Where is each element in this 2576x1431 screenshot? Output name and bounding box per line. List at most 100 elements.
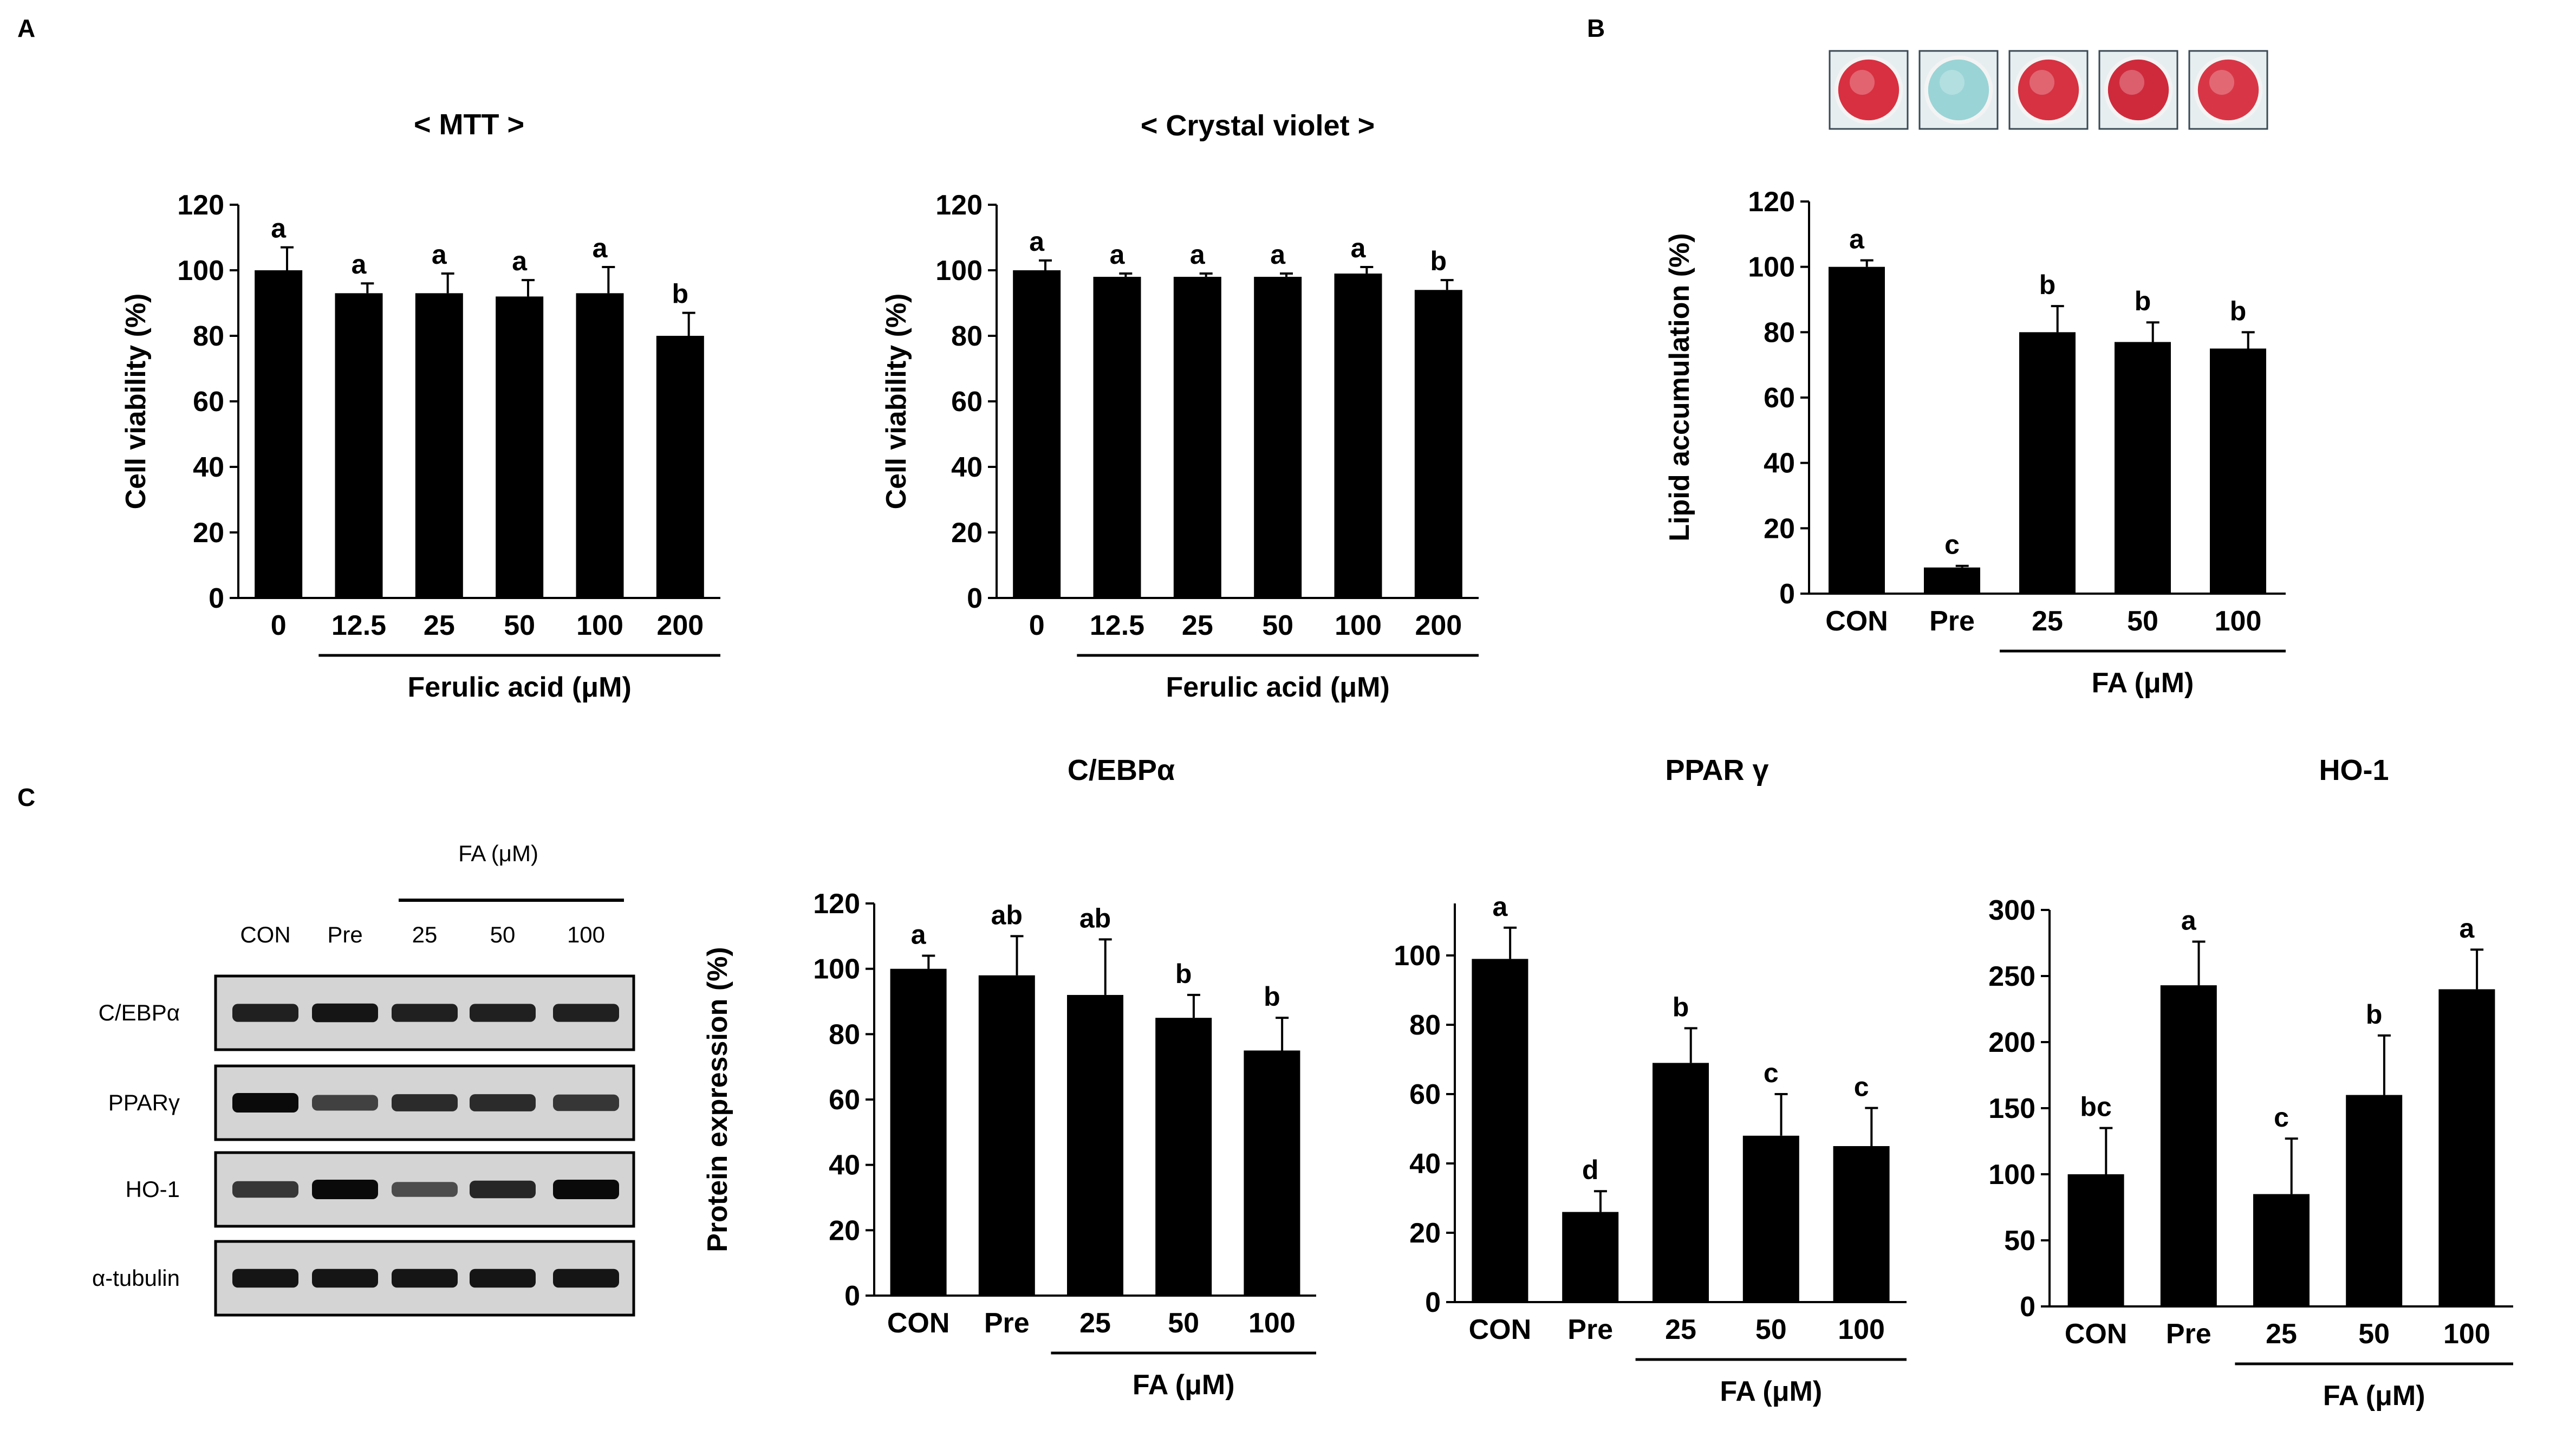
y-axis-label: Cell viability (%) [120, 294, 152, 510]
chart-ho1: HO-1 0 50 100 150 200 250 300 bc CON a Pre c 25 b 50 a 10… [1988, 754, 2513, 1412]
y-tick-label: 120 [935, 190, 983, 221]
y-tick-label: 120 [813, 888, 860, 920]
well-stain [2197, 59, 2259, 121]
y-tick-label: 20 [1764, 513, 1795, 544]
chart-ppar: PPAR γ 0 20 40 60 80 100 a CON d Pre b 25 c 50 c 100 FA (… [1394, 754, 1907, 1407]
bar-25 [2019, 332, 2076, 594]
x-tick-label: Pre [984, 1308, 1030, 1339]
x-tick-label: 25 [2266, 1318, 2297, 1350]
x-tick-label: CON [2065, 1318, 2128, 1350]
y-tick-label: 60 [193, 386, 224, 418]
x-tick-label: 12.5 [1090, 610, 1144, 641]
x-axis-label: FA (μM) [1720, 1376, 1822, 1407]
significance-letter: a [1190, 239, 1206, 270]
blot-band [392, 1094, 458, 1111]
well-stain [2018, 59, 2079, 121]
x-tick-label: 0 [271, 610, 287, 641]
significance-letter: c [2274, 1102, 2289, 1133]
well-image-100 [2188, 50, 2268, 130]
blot-band [312, 1180, 378, 1199]
x-axis-label: FA (μM) [2323, 1380, 2425, 1412]
bar-100 [1833, 1146, 1890, 1302]
significance-letter: a [593, 233, 608, 263]
y-tick-label: 80 [829, 1019, 860, 1050]
well-image-CON [1829, 50, 1909, 130]
blot-band [312, 1269, 378, 1288]
blot-row-label: PPARγ [108, 1090, 180, 1115]
y-tick-label: 100 [177, 255, 224, 287]
blot-row-label: HO-1 [126, 1176, 180, 1202]
x-tick-label: 200 [656, 610, 704, 641]
bar-50 [1254, 277, 1302, 599]
x-tick-label: 200 [1415, 610, 1462, 641]
significance-letter: ab [1079, 903, 1111, 933]
bar-100 [576, 293, 624, 598]
blot-band [232, 1004, 298, 1022]
well-highlight [1849, 69, 1875, 95]
panel-label-b: B [1587, 14, 1605, 42]
x-tick-label: 25 [1079, 1308, 1111, 1339]
x-axis-label: FA (μM) [2092, 667, 2194, 699]
blot-band [392, 1182, 458, 1197]
y-tick-label: 0 [967, 583, 983, 614]
blot-band [232, 1181, 298, 1198]
blot-band [553, 1004, 619, 1022]
bar-50 [1742, 1135, 1799, 1302]
blot-row-3: α-tubulin [92, 1240, 635, 1317]
bar-200 [656, 336, 704, 598]
significance-letter: b [2135, 286, 2151, 316]
bar-50 [2346, 1095, 2403, 1306]
chart-mtt: < MTT > 0 20 40 60 80 100 120 Cell viability (%)… [120, 108, 720, 703]
x-tick-label: 100 [1335, 610, 1382, 641]
well-image-50 [2098, 50, 2178, 130]
well-stain [2107, 59, 2169, 121]
bar-0 [1013, 270, 1061, 598]
bar-50 [496, 296, 544, 598]
x-tick-label: 50 [1755, 1314, 1787, 1345]
blot-row-1: PPARγ [108, 1064, 635, 1141]
y-tick-label: 100 [935, 255, 983, 287]
blot-group-label: FA (μM) [458, 841, 538, 866]
well-image-25 [2008, 50, 2089, 130]
significance-letter: bc [2080, 1092, 2111, 1122]
bar-CON [890, 968, 947, 1296]
significance-letter: a [512, 246, 528, 276]
y-tick-label: 0 [844, 1280, 860, 1312]
x-tick-label: 50 [504, 610, 535, 641]
x-tick-label: 25 [424, 610, 455, 641]
significance-letter: b [2039, 270, 2056, 300]
chart-title: < MTT > [414, 108, 524, 141]
blot-band [470, 1004, 536, 1022]
blot-lane-label: CON [240, 922, 290, 947]
bar-25 [1067, 994, 1123, 1296]
significance-letter: a [352, 249, 367, 279]
significance-letter: c [1764, 1058, 1779, 1088]
blot-band [392, 1269, 458, 1288]
y-tick-label: 80 [1764, 317, 1795, 348]
y-axis-label: Lipid accumulation (%) [1664, 233, 1695, 541]
x-tick-label: 100 [2443, 1318, 2490, 1350]
y-tick-label: 250 [1988, 961, 2035, 992]
significance-letter: b [2230, 296, 2247, 326]
y-tick-label: 100 [1988, 1159, 2035, 1191]
x-tick-label: 50 [2358, 1318, 2390, 1350]
chart-lipid: 0 20 40 60 80 100 120 Lipid accumulation (%) a CO… [1664, 186, 2286, 699]
blot-band [232, 1269, 298, 1288]
significance-letter: a [2181, 906, 2197, 936]
bar-12.5 [335, 293, 383, 598]
significance-letter: b [1430, 246, 1447, 276]
well-highlight [2119, 69, 2145, 95]
significance-letter: c [1944, 530, 1960, 560]
blot-band [312, 1095, 378, 1111]
blot-lane-label: Pre [327, 922, 362, 947]
bar-Pre [978, 975, 1035, 1296]
x-tick-label: 25 [2032, 606, 2063, 637]
significance-letter: b [1673, 992, 1689, 1022]
y-tick-label: 80 [1409, 1010, 1441, 1041]
significance-letter: a [2459, 913, 2475, 944]
panel-label-c: C [17, 783, 35, 811]
bar-Pre [1924, 567, 1980, 594]
bar-25 [1653, 1063, 1709, 1302]
y-tick-label: 60 [829, 1084, 860, 1116]
